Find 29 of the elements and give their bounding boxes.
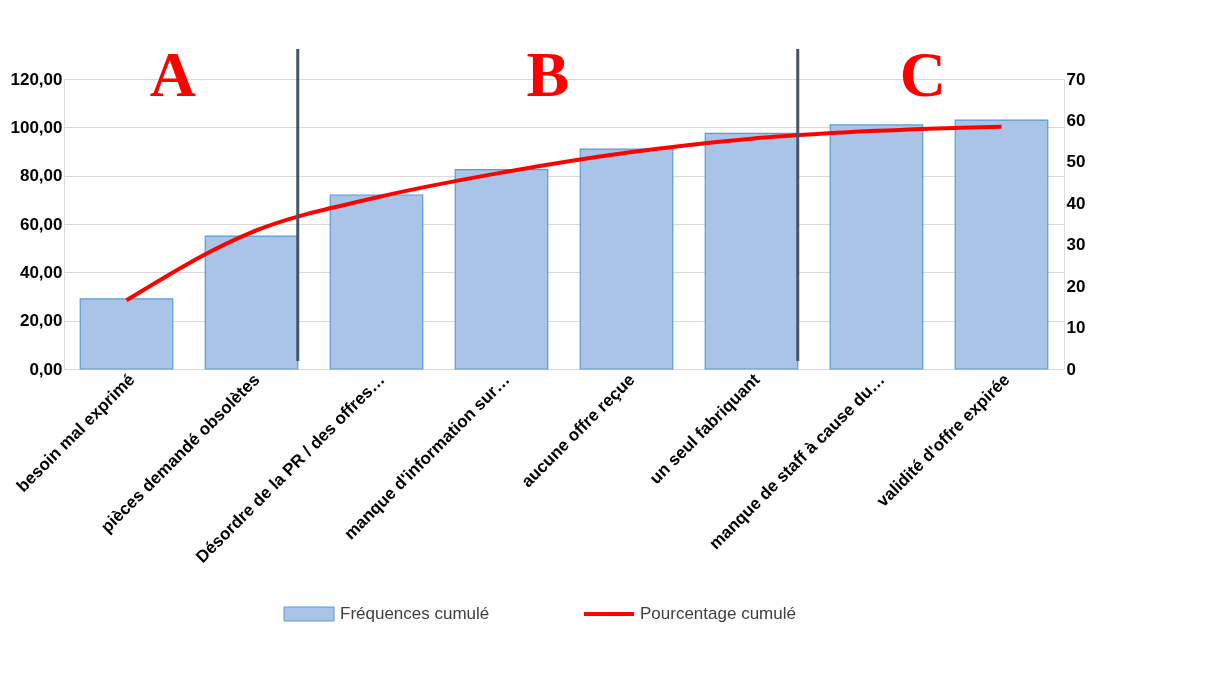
bar: [204, 235, 299, 370]
bar: [454, 169, 549, 370]
y-tick-label: 120,00: [10, 69, 63, 89]
bar: [829, 124, 924, 370]
bar: [704, 132, 799, 370]
y-tick-label: 60,00: [19, 214, 63, 234]
y2-tick-label: 30: [1066, 235, 1086, 255]
y2-tick-label: 40: [1066, 193, 1086, 213]
y-tick-label: 100,00: [10, 117, 63, 137]
bar: [954, 119, 1049, 370]
bar: [79, 298, 174, 370]
y-tick-label: 80,00: [19, 166, 63, 186]
y-tick-label: 0,00: [29, 359, 63, 379]
annotation: B: [526, 39, 570, 110]
legend-label: Fréquences cumulé: [340, 604, 490, 623]
y-tick-label: 20,00: [19, 311, 63, 331]
y2-tick-label: 50: [1066, 152, 1086, 172]
y-tick-label: 40,00: [19, 262, 63, 282]
annotation: C: [899, 39, 946, 110]
y2-tick-label: 20: [1066, 276, 1086, 296]
annotation: A: [149, 39, 196, 110]
legend-label: Pourcentage cumulé: [640, 604, 796, 623]
y2-tick-label: 10: [1066, 318, 1086, 338]
y2-tick-label: 70: [1066, 69, 1086, 89]
bar: [579, 148, 674, 370]
y2-tick-label: 0: [1066, 359, 1076, 379]
bar: [329, 194, 424, 370]
line-series: [124, 124, 1004, 303]
y2-tick-label: 60: [1066, 110, 1086, 130]
